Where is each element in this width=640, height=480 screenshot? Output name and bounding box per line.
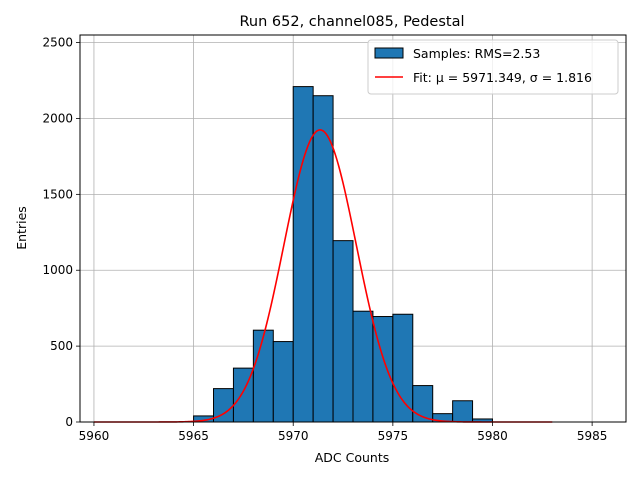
y-tick-label: 1500 — [42, 187, 73, 201]
y-tick-label: 0 — [65, 415, 73, 429]
histogram-bar — [352, 310, 374, 423]
x-axis-label: ADC Counts — [315, 450, 390, 465]
x-tick-label: 5965 — [178, 429, 209, 443]
y-axis-ticks: 0 500 1000 1500 2000 2500 — [42, 36, 80, 429]
x-axis-ticks: 5960 5965 5970 5975 5980 5985 — [79, 422, 608, 443]
y-tick-label: 2000 — [42, 111, 73, 125]
legend-label-samples: Samples: RMS=2.53 — [413, 46, 540, 61]
histogram-bar — [452, 400, 474, 423]
chart-title: Run 652, channel085, Pedestal — [239, 14, 464, 30]
y-tick-label: 2500 — [42, 36, 73, 50]
y-axis-label: Entries — [14, 206, 29, 250]
x-tick-label: 5960 — [79, 429, 110, 443]
histogram-bar — [272, 341, 294, 423]
histogram-bar — [292, 86, 314, 423]
x-tick-label: 5975 — [378, 429, 409, 443]
legend-swatch-samples — [374, 47, 404, 59]
histogram-bar — [392, 313, 414, 423]
histogram-bars — [193, 86, 493, 423]
y-tick-label: 1000 — [42, 263, 73, 277]
y-tick-label: 500 — [50, 339, 73, 353]
plot-frame — [79, 34, 627, 423]
x-tick-label: 5970 — [278, 429, 309, 443]
x-tick-label: 5985 — [577, 429, 608, 443]
histogram-bar — [312, 95, 334, 423]
legend-label-fit: Fit: μ = 5971.349, σ = 1.816 — [413, 70, 592, 85]
histogram-bar — [252, 329, 274, 423]
legend-box — [367, 39, 619, 95]
histogram-bar — [332, 240, 354, 423]
legend: Samples: RMS=2.53 Fit: μ = 5971.349, σ =… — [367, 39, 619, 95]
x-tick-label: 5980 — [477, 429, 508, 443]
